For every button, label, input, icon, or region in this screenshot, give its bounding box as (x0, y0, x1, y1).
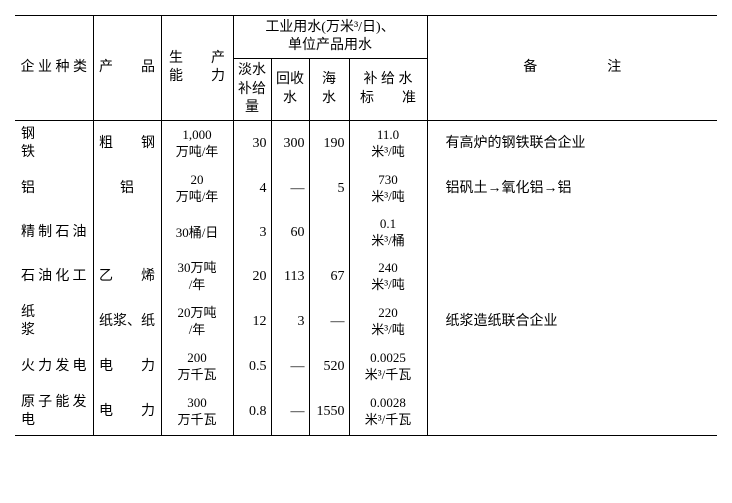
cell-note (427, 211, 717, 255)
cell-sea: 190 (309, 120, 349, 167)
cell-sea: — (309, 299, 349, 345)
cell-sea: 1550 (309, 389, 349, 436)
cell-note (427, 345, 717, 389)
cell-product: 乙 烯 (93, 255, 161, 299)
cell-fresh: 3 (233, 211, 271, 255)
cell-sea: 67 (309, 255, 349, 299)
header-product: 产 品 (93, 16, 161, 121)
cell-product: 电 力 (93, 389, 161, 436)
cell-recycle: — (271, 389, 309, 436)
cell-capacity: 30桶/日 (161, 211, 233, 255)
header-fresh: 淡水补给量 (233, 59, 271, 121)
cell-recycle: — (271, 167, 309, 211)
cell-product: 粗 钢 (93, 120, 161, 167)
cell-fresh: 20 (233, 255, 271, 299)
cell-note: 纸浆造纸联合企业 (427, 299, 717, 345)
cell-fresh: 4 (233, 167, 271, 211)
cell-capacity: 30万吨/年 (161, 255, 233, 299)
cell-sea: 520 (309, 345, 349, 389)
header-category: 企 业 种 类 (15, 16, 93, 121)
cell-sea (309, 211, 349, 255)
cell-fresh: 30 (233, 120, 271, 167)
cell-fresh: 0.5 (233, 345, 271, 389)
header-note: 备 注 (427, 16, 717, 121)
cell-capacity: 200万千瓦 (161, 345, 233, 389)
table-row: 纸 浆纸浆、纸20万吨/年123—220米³/吨 纸浆造纸联合企业 (15, 299, 717, 345)
water-usage-table: 企 业 种 类 产 品 生 产能 力 工业用水(万米³/日)、单位产品用水 备 … (15, 15, 717, 436)
table-row: 钢 铁粗 钢1,000万吨/年3030019011.0米³/吨 有高炉的钢铁联合… (15, 120, 717, 167)
header-recycle: 回收水 (271, 59, 309, 121)
cell-standard: 11.0米³/吨 (349, 120, 427, 167)
cell-capacity: 1,000万吨/年 (161, 120, 233, 167)
cell-product: 纸浆、纸 (93, 299, 161, 345)
table-row: 铝铝20万吨/年4—5730米³/吨 铝矾土→氧化铝→铝 (15, 167, 717, 211)
cell-capacity: 20万吨/年 (161, 299, 233, 345)
cell-note (427, 389, 717, 436)
cell-recycle: 3 (271, 299, 309, 345)
table-row: 精制石油 30桶/日360 0.1米³/桶 (15, 211, 717, 255)
table-row: 火力发电电 力200万千瓦0.5—5200.0025米³/千瓦 (15, 345, 717, 389)
header-capacity: 生 产能 力 (161, 16, 233, 121)
cell-fresh: 0.8 (233, 389, 271, 436)
cell-category: 原子能发电 (15, 389, 93, 436)
cell-recycle: 300 (271, 120, 309, 167)
cell-category: 精制石油 (15, 211, 93, 255)
cell-product: 电 力 (93, 345, 161, 389)
cell-category: 铝 (15, 167, 93, 211)
header-sea: 海水 (309, 59, 349, 121)
cell-standard: 0.0025米³/千瓦 (349, 345, 427, 389)
cell-sea: 5 (309, 167, 349, 211)
cell-fresh: 12 (233, 299, 271, 345)
header-water-group: 工业用水(万米³/日)、单位产品用水 (233, 16, 427, 59)
cell-category: 钢 铁 (15, 120, 93, 167)
cell-product: 铝 (93, 167, 161, 211)
cell-standard: 0.0028米³/千瓦 (349, 389, 427, 436)
cell-recycle: 113 (271, 255, 309, 299)
cell-recycle: — (271, 345, 309, 389)
cell-standard: 240米³/吨 (349, 255, 427, 299)
cell-category: 纸 浆 (15, 299, 93, 345)
table-row: 原子能发电电 力300万千瓦0.8—15500.0028米³/千瓦 (15, 389, 717, 436)
cell-note (427, 255, 717, 299)
cell-recycle: 60 (271, 211, 309, 255)
table-body: 钢 铁粗 钢1,000万吨/年3030019011.0米³/吨 有高炉的钢铁联合… (15, 120, 717, 435)
table-row: 石油化工乙 烯30万吨/年2011367240米³/吨 (15, 255, 717, 299)
cell-standard: 220米³/吨 (349, 299, 427, 345)
header-standard: 补 给 水标 准 (349, 59, 427, 121)
cell-capacity: 20万吨/年 (161, 167, 233, 211)
cell-category: 石油化工 (15, 255, 93, 299)
cell-product (93, 211, 161, 255)
cell-note: 有高炉的钢铁联合企业 (427, 120, 717, 167)
cell-category: 火力发电 (15, 345, 93, 389)
cell-note: 铝矾土→氧化铝→铝 (427, 167, 717, 211)
cell-standard: 0.1米³/桶 (349, 211, 427, 255)
cell-standard: 730米³/吨 (349, 167, 427, 211)
cell-capacity: 300万千瓦 (161, 389, 233, 436)
